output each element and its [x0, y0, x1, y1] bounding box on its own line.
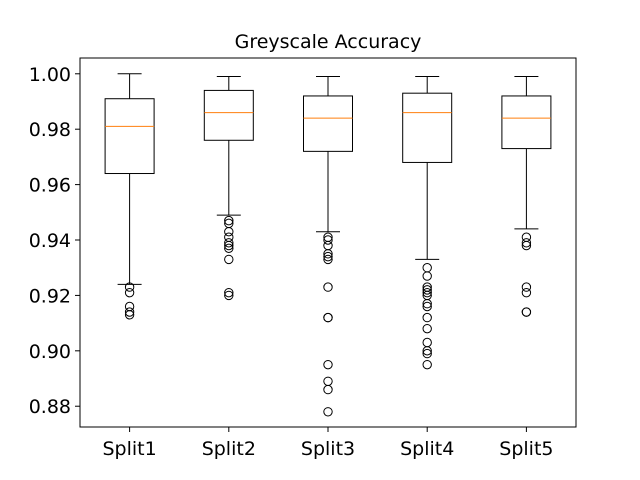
- iqr-box: [501, 95, 552, 150]
- y-tick-label: 0.92: [29, 285, 71, 307]
- outlier-point: [323, 312, 333, 323]
- x-tick-label: Split5: [499, 438, 553, 460]
- outlier-point: [124, 307, 135, 317]
- outlier-point: [521, 287, 532, 298]
- outlier-point: [422, 299, 432, 309]
- outlier-point: [124, 282, 135, 292]
- outlier-point: [422, 359, 432, 370]
- outlier-point: [521, 282, 532, 292]
- outlier-point: [224, 254, 234, 265]
- y-tick-label: 0.96: [29, 175, 71, 197]
- outlier-point: [422, 348, 432, 359]
- outlier-point: [323, 251, 333, 262]
- outlier-point: [224, 226, 234, 237]
- outlier-point: [224, 240, 234, 251]
- x-axis: Split1 Split2 Split3 Split4 Split5: [102, 427, 554, 460]
- outlier-point: [323, 254, 333, 265]
- outlier-point: [323, 235, 333, 245]
- outlier-point: [224, 215, 234, 226]
- outlier-point: [323, 282, 333, 292]
- outlier-point: [224, 243, 234, 254]
- outlier-point: [422, 271, 432, 281]
- x-tick-label: Split2: [202, 438, 256, 460]
- box-split3: [303, 76, 353, 417]
- y-axis: 0.88 0.90 0.92 0.94 0.96 0.98 1.00: [29, 64, 80, 418]
- outlier-point: [323, 407, 333, 417]
- box-split2: [203, 76, 254, 301]
- x-tick-label: Split4: [400, 438, 454, 460]
- outlier-point: [323, 384, 333, 395]
- x-tick-label: Split3: [301, 438, 355, 460]
- plot-area: [104, 73, 552, 417]
- y-tick-label: 1.00: [29, 64, 71, 86]
- outlier-point: [422, 346, 432, 356]
- box-split4: [402, 76, 453, 370]
- outlier-point: [124, 287, 135, 298]
- y-tick-label: 0.94: [29, 230, 71, 252]
- box-split5: [501, 76, 552, 317]
- iqr-box: [303, 95, 353, 152]
- outlier-point: [224, 290, 234, 301]
- outlier-point: [521, 238, 532, 248]
- chart-title: Greyscale Accuracy: [235, 31, 422, 53]
- outlier-point: [422, 312, 432, 323]
- iqr-box: [203, 89, 254, 141]
- outlier-point: [422, 287, 432, 298]
- outlier-point: [521, 240, 532, 251]
- y-tick-label: 0.90: [29, 341, 71, 363]
- outlier-point: [224, 238, 234, 248]
- y-tick-label: 0.88: [29, 396, 71, 418]
- outlier-point: [422, 301, 432, 312]
- box-split1: [104, 73, 155, 320]
- outlier-point: [323, 359, 333, 370]
- outlier-point: [521, 307, 532, 317]
- outlier-point: [323, 249, 333, 259]
- x-tick-label: Split1: [102, 438, 156, 460]
- outlier-point: [422, 323, 432, 334]
- outlier-point: [224, 287, 234, 298]
- iqr-box: [104, 98, 155, 175]
- y-tick-label: 0.98: [29, 119, 71, 141]
- outlier-point: [124, 310, 135, 320]
- outlier-point: [422, 285, 432, 295]
- iqr-box: [402, 92, 453, 163]
